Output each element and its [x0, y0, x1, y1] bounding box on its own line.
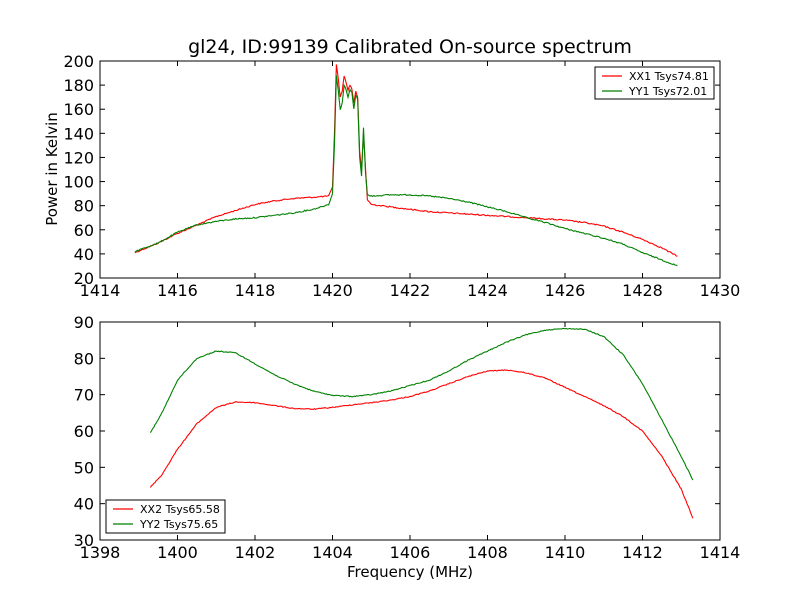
bottom-y-tick-label: 40	[74, 495, 94, 514]
bottom-x-axis-label: Frequency (MHz)	[347, 563, 473, 581]
top-y-tick-label: 160	[63, 100, 94, 119]
bottom-y-tick-label: 30	[74, 531, 94, 550]
top-legend-label: XX1 Tsys74.81	[629, 70, 709, 83]
top-x-tick-label: 1418	[235, 281, 276, 300]
top-x-tick-label: 1430	[700, 281, 741, 300]
bottom-x-tick-label: 1398	[80, 543, 121, 562]
top-y-tick-label: 120	[63, 148, 94, 167]
bottom-x-tick-label: 1404	[312, 543, 353, 562]
bottom-y-tick-label: 50	[74, 458, 94, 477]
top-y-tick-label: 20	[74, 269, 94, 288]
bottom-y-tick-label: 80	[74, 349, 94, 368]
top-y-tick-label: 60	[74, 221, 94, 240]
bottom-legend: XX2 Tsys65.58 YY2 Tsys75.65	[105, 499, 226, 534]
top-y-axis-label: Power in Kelvin	[43, 112, 61, 226]
top-legend: XX1 Tsys74.81 YY1 Tsys72.01	[594, 66, 715, 100]
top-x-tick-label: 1428	[622, 281, 663, 300]
bottom-x-tick-label: 1402	[235, 543, 276, 562]
top-y-tick-label: 100	[63, 173, 94, 192]
top-x-tick-label: 1426	[545, 281, 586, 300]
top-legend-label: YY1 Tsys72.01	[628, 85, 707, 98]
top-x-tick-label: 1424	[467, 281, 508, 300]
bottom-legend-label: XX2 Tsys65.58	[140, 503, 220, 516]
bottom-legend-label: YY2 Tsys75.65	[139, 518, 218, 531]
top-series-line-2	[134, 75, 678, 267]
top-y-tick-label: 80	[74, 197, 94, 216]
bottom-y-tick-label: 60	[74, 422, 94, 441]
top-y-tick-label: 40	[74, 245, 94, 264]
bottom-x-tick-label: 1400	[157, 543, 198, 562]
top-y-tick-label: 140	[63, 124, 94, 143]
chart-title: gl24, ID:99139 Calibrated On-source spec…	[188, 36, 632, 58]
bottom-x-tick-label: 1406	[390, 543, 431, 562]
top-panel: Power in Kelvin 1414 1416 1418 1420 1422 1424…	[43, 52, 740, 300]
top-y-tick-label: 180	[63, 76, 94, 95]
top-series-line-1	[134, 64, 678, 257]
top-x-tick-label: 1422	[390, 281, 431, 300]
top-x-tick-label: 1414	[80, 281, 121, 300]
bottom-legend-box	[105, 499, 226, 534]
top-x-tick-label: 1416	[157, 281, 198, 300]
bottom-series-line-1	[149, 369, 694, 519]
top-x-tick-label: 1420	[312, 281, 353, 300]
bottom-y-tick-label: 70	[74, 386, 94, 405]
bottom-x-tick-label: 1412	[622, 543, 663, 562]
bottom-x-tick-label: 1410	[545, 543, 586, 562]
bottom-panel: Frequency (MHz) 1398 1400 1402 1404 1406 1408…	[74, 313, 741, 581]
top-y-tick-label: 200	[63, 52, 94, 71]
bottom-x-tick-label: 1408	[467, 543, 508, 562]
bottom-y-tick-label: 90	[74, 313, 94, 332]
top-legend-box	[594, 66, 715, 100]
bottom-x-tick-label: 1414	[700, 543, 741, 562]
bottom-series-line-2	[149, 327, 694, 481]
